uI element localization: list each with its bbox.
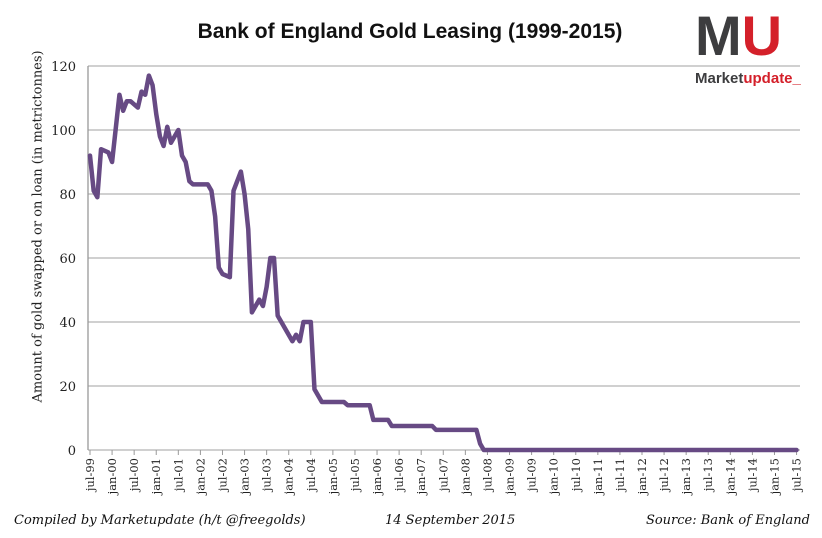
x-tick-label: jul-09 — [525, 458, 539, 493]
x-tick-label: jan-15 — [767, 458, 781, 496]
y-axis-label: Amount of gold swapped or on loan (in me… — [30, 50, 46, 403]
x-tick-label: jul-10 — [569, 458, 583, 493]
x-tick-label: jan-11 — [591, 458, 605, 496]
logo-name: Marketupdate_ — [695, 70, 815, 88]
x-tick-label: jul-01 — [171, 458, 185, 493]
logo-letters: MU — [695, 4, 815, 68]
footer-compiled: Compiled by Marketupdate (h/t @freegolds… — [14, 513, 306, 528]
y-tick-label: 60 — [59, 252, 76, 267]
x-tick-label: jan-12 — [635, 458, 649, 496]
x-tick-label: jul-05 — [348, 458, 362, 493]
marketupdate-logo: MU Marketupdate_ — [695, 4, 815, 94]
x-tick-label: jan-03 — [238, 458, 252, 496]
x-tick-label: jan-02 — [193, 458, 207, 496]
x-tick-label: jul-14 — [745, 458, 759, 493]
x-tick-label: jan-04 — [282, 458, 296, 496]
gold-leasing-line — [87, 73, 799, 453]
x-tick-label: jan-00 — [105, 458, 119, 496]
x-tick-label: jul-99 — [83, 458, 97, 493]
x-tick-label: jul-06 — [392, 458, 406, 493]
x-tick-label: jul-04 — [304, 458, 318, 493]
y-tick-label: 20 — [59, 380, 76, 395]
y-tick-label: 100 — [51, 124, 76, 139]
y-tick-label: 40 — [59, 316, 76, 331]
x-tick-label: jul-13 — [701, 458, 715, 493]
x-tick-label: jan-01 — [149, 458, 163, 496]
y-tick-label: 120 — [51, 60, 76, 75]
chart-title: Bank of England Gold Leasing (1999-2015) — [197, 20, 623, 43]
x-tick-label: jan-05 — [326, 458, 340, 496]
x-tick-label: jul-15 — [790, 458, 804, 493]
footer-source: Source: Bank of England — [645, 513, 810, 528]
x-tick-label: jul-07 — [436, 458, 450, 493]
x-tick-label: jan-09 — [503, 458, 517, 496]
x-tick-label: jul-11 — [613, 458, 627, 493]
x-tick-label: jan-08 — [458, 458, 472, 496]
logo-letter-m: M — [695, 4, 742, 67]
y-tick-label: 80 — [59, 188, 76, 203]
logo-name-update: update_ — [743, 70, 801, 87]
logo-name-market: Market — [695, 70, 744, 87]
x-tick-label: jul-00 — [127, 458, 141, 493]
x-tick-label: jan-07 — [414, 458, 428, 496]
x-tick-label: jul-08 — [480, 458, 494, 493]
y-tick-label: 0 — [68, 444, 76, 459]
x-tick-label: jul-03 — [260, 458, 274, 493]
x-tick-label: jan-06 — [370, 458, 384, 496]
x-tick-label: jan-14 — [723, 458, 737, 496]
footer-date: 14 September 2015 — [385, 513, 516, 528]
x-tick-label: jan-13 — [679, 458, 693, 496]
x-tick-label: jan-10 — [547, 458, 561, 496]
logo-letter-u: U — [741, 4, 783, 67]
x-tick-label: jul-02 — [215, 458, 229, 493]
x-tick-label: jul-12 — [657, 458, 671, 493]
